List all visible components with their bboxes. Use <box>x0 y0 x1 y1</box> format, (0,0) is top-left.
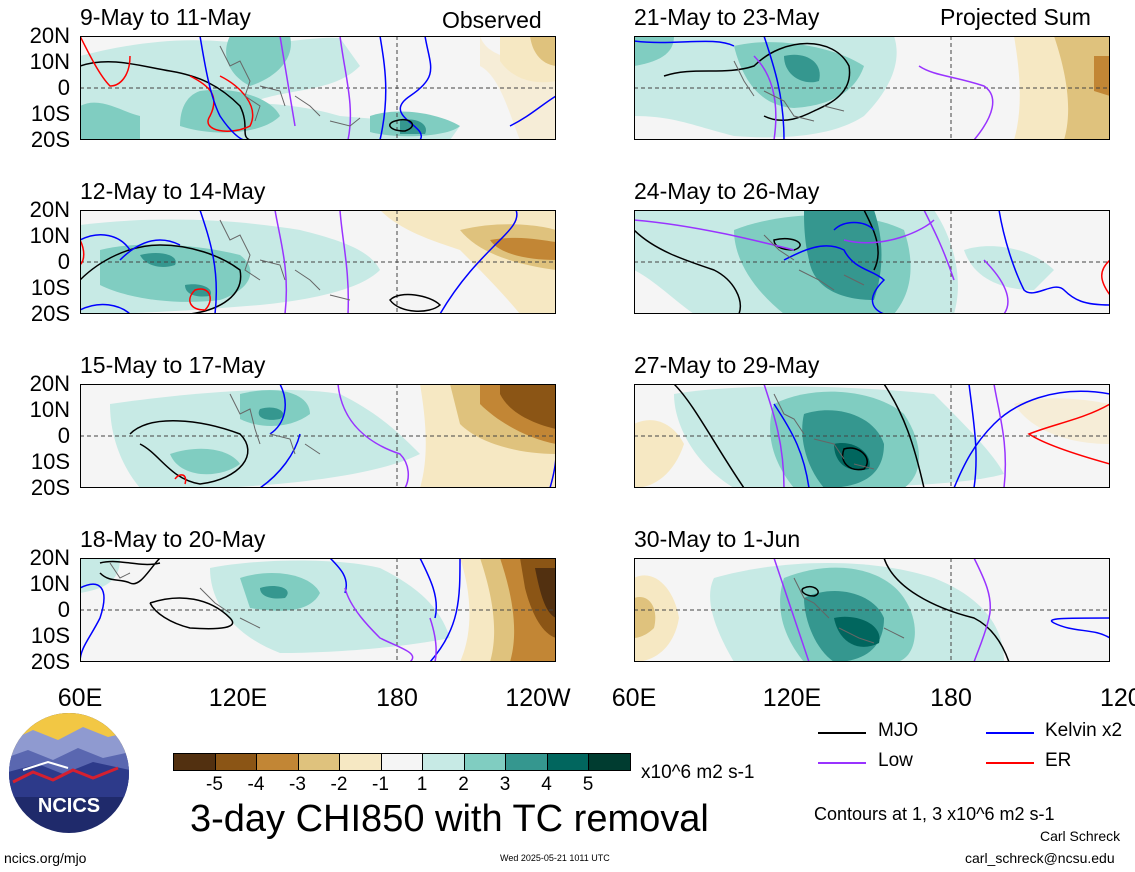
lon-label: 120E <box>208 684 268 712</box>
lat-label: 20S <box>30 127 70 152</box>
panel-frame <box>634 36 1110 140</box>
colorbar-tick-label: -5 <box>206 774 223 795</box>
panel-title: 12-May to 14-May <box>80 178 266 204</box>
panel-frame <box>80 384 556 488</box>
lon-label: 60E <box>57 684 103 712</box>
lat-label: 10N <box>29 571 70 596</box>
lat-label: 10S <box>30 623 70 648</box>
lat-label: 0 <box>57 249 70 274</box>
colorbar-tick-label: 2 <box>458 774 469 795</box>
lat-label: 10S <box>30 449 70 474</box>
map-panel-6 <box>634 384 1110 488</box>
panel-frame <box>634 210 1110 314</box>
colorbar-units: x10^6 m2 s-1 <box>641 762 755 783</box>
panel-title: 18-May to 20-May <box>80 526 266 552</box>
lon-label: 120E <box>762 684 822 712</box>
colorbar-swatch <box>546 753 589 771</box>
lat-label: 0 <box>57 75 70 100</box>
map-panel-8 <box>634 558 1110 662</box>
colorbar-tick-label: 3 <box>499 774 511 795</box>
panel-frame <box>80 558 556 662</box>
lon-label: 120W <box>1100 686 1135 711</box>
lat-label: 20S <box>30 649 70 674</box>
colorbar-tick-label: 4 <box>541 774 552 795</box>
map-panel-3 <box>80 210 556 314</box>
timestamp: Wed 2025-05-21 1011 UTC <box>500 853 610 863</box>
lat-label: 10N <box>29 397 70 422</box>
site-link[interactable]: ncics.org/mjo <box>4 850 87 866</box>
main-title: 3-day CHI850 with TC removal <box>190 798 709 840</box>
map-panel-7 <box>80 558 556 662</box>
colorbar-swatch <box>339 753 382 771</box>
map-panel-2 <box>634 36 1110 140</box>
legend-kelvin-line <box>986 732 1034 734</box>
lat-label: 10N <box>29 49 70 74</box>
panel-title: 24-May to 26-May <box>634 178 820 204</box>
lon-label: 180 <box>930 684 972 712</box>
colorbar-tick-label: -4 <box>247 774 265 795</box>
colorbar-swatch <box>463 753 506 771</box>
panel-title: 30-May to 1-Jun <box>634 526 801 552</box>
legend-low-label: Low <box>878 750 913 771</box>
author: Carl Schreck <box>1040 828 1121 844</box>
panel-title: 9-May to 11-May <box>80 4 251 30</box>
panel-frame <box>634 384 1110 488</box>
panel-frame <box>80 36 556 140</box>
panel-tag-observed: Observed <box>442 7 542 33</box>
map-panel-1 <box>80 36 556 140</box>
legend-er-line <box>986 762 1034 764</box>
colorbar-tick-label: -2 <box>330 774 348 795</box>
lon-label: 60E <box>611 684 657 712</box>
lat-label: 20N <box>29 23 70 48</box>
colorbar-swatch <box>297 753 340 771</box>
colorbar-swatch <box>380 753 423 771</box>
colorbar-swatch <box>505 753 548 771</box>
colorbar-swatch <box>173 753 216 771</box>
lat-label: 20S <box>30 301 70 326</box>
lat-label: 20S <box>30 475 70 500</box>
lon-label: 180 <box>376 684 418 712</box>
lat-label: 10S <box>30 101 70 126</box>
panel-title: 21-May to 23-May <box>634 4 820 30</box>
contour-note: Contours at 1, 3 x10^6 m2 s-1 <box>814 804 1055 824</box>
panel-tag-projected: Projected Sum <box>940 4 1091 30</box>
colorbar-swatch <box>588 753 631 771</box>
lon-label: 120W <box>505 684 571 712</box>
legend-low-line <box>818 762 866 764</box>
panel-frame <box>80 210 556 314</box>
lat-label: 20N <box>29 545 70 570</box>
colorbar-tick-label: 5 <box>582 774 594 795</box>
email: carl_schreck@ncsu.edu <box>965 850 1115 866</box>
colorbar-swatch <box>422 753 465 771</box>
map-panel-5 <box>80 384 556 488</box>
panel-title: 27-May to 29-May <box>634 352 820 378</box>
legend-mjo-line <box>818 732 866 734</box>
panel-title: 15-May to 17-May <box>80 352 266 378</box>
legend-kelvin-label: Kelvin x2 <box>1045 720 1123 741</box>
legend-mjo-label: MJO <box>878 720 919 741</box>
colorbar-tick-label: -3 <box>289 774 306 795</box>
ncics-logo: NCICS <box>8 712 130 834</box>
lat-label: 10N <box>29 223 70 248</box>
colorbar-swatch <box>256 753 299 771</box>
colorbar-tick-label: -1 <box>372 774 389 795</box>
lat-label: 0 <box>57 597 70 622</box>
lat-label: 20N <box>29 371 70 396</box>
legend-er-label: ER <box>1045 750 1072 771</box>
colorbar-tick-label: 1 <box>416 774 428 795</box>
map-panel-4 <box>634 210 1110 314</box>
lat-label: 20N <box>29 197 70 222</box>
lat-label: 10S <box>30 275 70 300</box>
panel-frame <box>634 558 1110 662</box>
colorbar-swatch <box>214 753 257 771</box>
logo-text: NCICS <box>38 795 100 817</box>
lat-label: 0 <box>57 423 70 448</box>
